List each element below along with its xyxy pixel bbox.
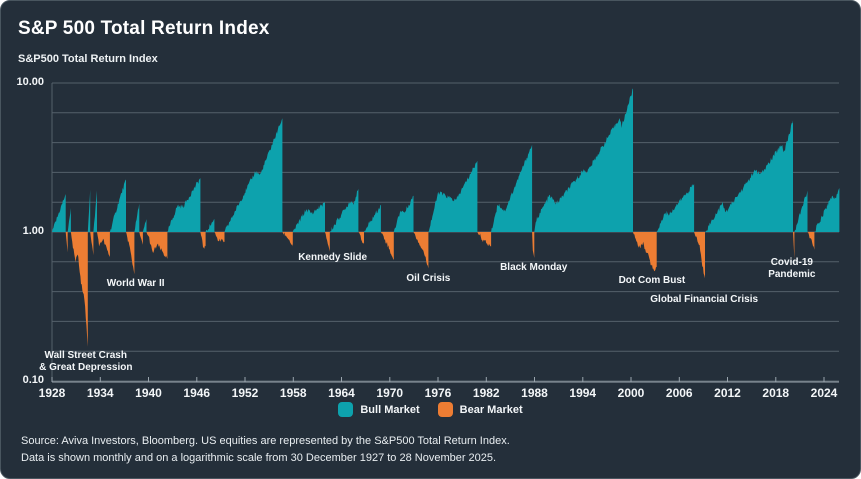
bear-area-segment [358,232,364,245]
bull-area-segment [205,219,215,232]
x-tick-label: 1976 [424,386,452,400]
annotation-label: Oil Crisis [406,273,451,285]
bull-area-segment [814,188,840,232]
annotation-label: Black Monday [500,262,568,274]
bear-area-segment [532,232,535,258]
bull-area-segment [656,184,695,232]
bull-area-segment [224,118,283,232]
annotation-label: Dot Com Bust [618,274,686,286]
bear-area-segment [633,232,657,272]
x-tick-label: 2018 [762,386,790,400]
bear-area-segment [146,232,168,259]
bull-area-segment [794,190,808,232]
x-tick-label: 1958 [279,386,307,400]
bear-market-swatch-icon [437,402,453,417]
y-tick-label: 0.10 [22,374,44,386]
bear-area-segment [413,232,429,269]
bull-area-segment [364,204,381,232]
legend-label: Bear Market [459,403,523,416]
bull-market-swatch-icon [338,402,354,417]
x-tick-label: 1988 [521,386,548,400]
x-tick-label: 1946 [183,386,211,400]
annotation-label: Wall Street Crash & Great Depression [39,350,133,374]
bull-area-segment [142,219,147,232]
source-line-2: Data is shown monthly and on a logarithm… [21,452,497,464]
annotation-label: Global Financial Crisis [650,293,759,305]
legend-label: Bull Market [360,403,420,416]
annotation-label: Covid-19 Pandemic [768,256,816,280]
bull-area-segment [428,160,478,232]
x-tick-label: 1970 [376,386,404,400]
x-tick-label: 1940 [135,386,162,400]
bear-area-segment [694,232,705,279]
bear-area-segment [139,232,143,245]
bear-area-segment [97,232,110,257]
bear-area-segment [477,232,492,247]
page-title: S&P 500 Total Return Index [18,18,270,39]
bear-area-segment [126,232,135,275]
x-tick-label: 2000 [617,386,645,400]
x-tick-label: 1952 [231,386,259,400]
bull-area-segment [134,203,140,232]
bear-area-segment [282,232,293,247]
y-tick-label: 1.00 [22,225,44,237]
bull-area-segment [167,178,201,232]
bear-area-segment [90,232,94,256]
bear-area-segment [380,232,394,260]
x-tick-label: 2012 [714,386,741,400]
bull-area-segment [534,88,633,233]
x-tick-label: 1928 [38,386,66,400]
legend-item-bull-market: Bull Market [338,402,420,417]
x-tick-label: 2006 [665,386,693,400]
x-tick-label: 1982 [472,386,500,400]
x-tick-label: 1964 [328,386,355,400]
y-tick-label: 10.00 [16,76,44,88]
x-tick-label: 1934 [86,386,114,400]
bull-area-segment [109,179,126,232]
bull-area-segment [393,195,414,232]
bull-area-segment [67,208,71,232]
annotation-label: Kennedy Slide [298,251,368,263]
x-tick-label: 2024 [810,386,838,400]
legend: Bull Market Bear Market [1,402,860,417]
bull-area-segment [705,120,793,232]
bear-area-segment [793,232,795,259]
bull-area-segment [87,189,91,232]
bear-area-segment [214,232,225,243]
bull-area-segment [93,190,97,232]
bear-area-segment [200,232,206,249]
bull-area-segment [329,188,359,232]
source-note: Source: Aviva Investors, Bloomberg. US e… [21,433,510,467]
bear-area-segment [65,232,68,253]
source-line-1: Source: Aviva Investors, Bloomberg. US e… [21,435,510,447]
bear-area-segment [325,232,330,252]
bear-area-segment [70,232,88,347]
annotation-label: World War II [106,277,165,289]
x-tick-label: 1994 [569,386,597,400]
bear-area-segment [807,232,815,250]
bull-area-segment [491,144,533,232]
bull-area-segment [52,194,66,232]
legend-item-bear-market: Bear Market [437,402,523,417]
bull-area-segment [292,202,325,232]
y-axis-title: S&P500 Total Return Index [18,53,158,65]
